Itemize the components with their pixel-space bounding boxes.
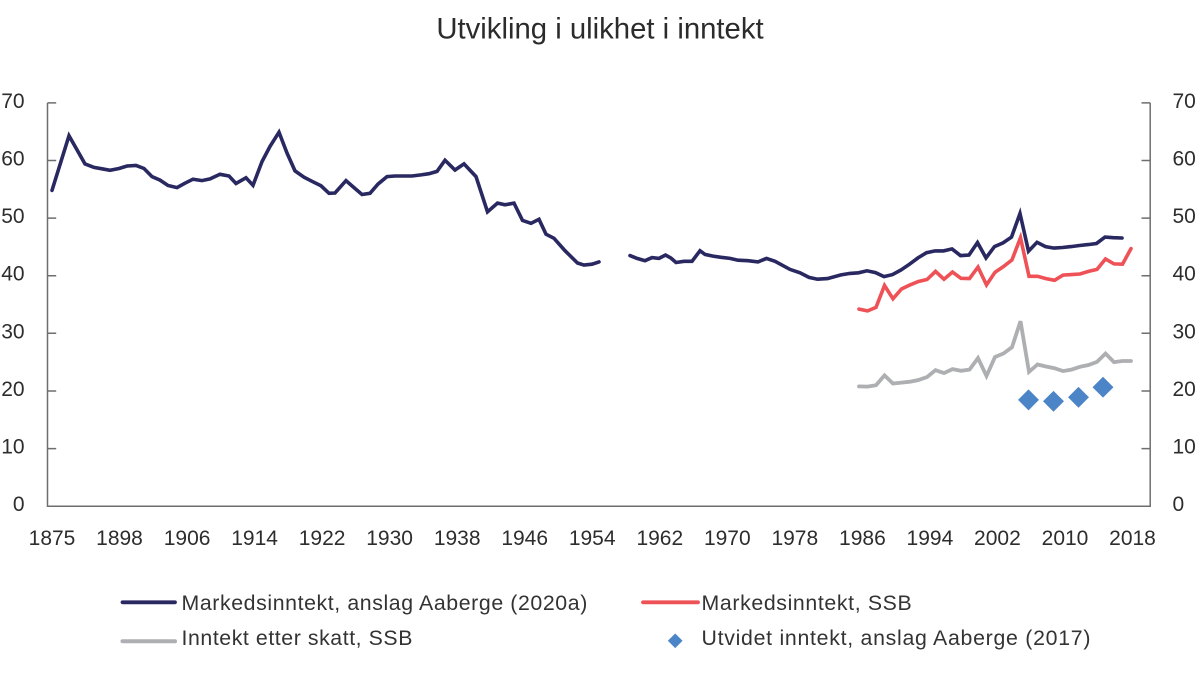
svg-text:70: 70: [1173, 90, 1196, 113]
svg-text:60: 60: [1, 148, 24, 171]
svg-text:Inntekt etter skatt, SSB: Inntekt etter skatt, SSB: [182, 626, 413, 650]
svg-text:1978: 1978: [771, 527, 818, 550]
svg-text:30: 30: [1173, 320, 1196, 343]
svg-text:40: 40: [1173, 263, 1196, 286]
svg-text:10: 10: [1173, 436, 1196, 459]
svg-text:50: 50: [1, 205, 24, 228]
svg-text:1914: 1914: [231, 527, 278, 550]
svg-text:Markedsinntekt, SSB: Markedsinntekt, SSB: [702, 591, 913, 615]
svg-text:1970: 1970: [704, 527, 751, 550]
svg-text:1898: 1898: [96, 527, 143, 550]
svg-text:40: 40: [1, 263, 24, 286]
svg-text:2018: 2018: [1109, 527, 1156, 550]
svg-text:20: 20: [1173, 378, 1196, 401]
svg-text:1962: 1962: [636, 527, 683, 550]
svg-text:0: 0: [1173, 493, 1185, 516]
svg-text:Utvikling i ulikhet i inntekt: Utvikling i ulikhet i inntekt: [436, 12, 763, 45]
svg-text:Markedsinntekt, anslag Aaberge: Markedsinntekt, anslag Aaberge (2020a): [182, 591, 588, 615]
svg-text:50: 50: [1173, 205, 1196, 228]
svg-text:1994: 1994: [907, 527, 954, 550]
svg-text:2002: 2002: [974, 527, 1021, 550]
svg-text:30: 30: [1, 320, 24, 343]
svg-text:Utvidet inntekt, anslag Aaberg: Utvidet inntekt, anslag Aaberge (2017): [702, 626, 1092, 650]
svg-text:1946: 1946: [501, 527, 548, 550]
svg-text:1938: 1938: [434, 527, 481, 550]
svg-text:1875: 1875: [29, 527, 76, 550]
svg-text:60: 60: [1173, 148, 1196, 171]
svg-text:1906: 1906: [164, 527, 211, 550]
svg-text:1954: 1954: [569, 527, 616, 550]
svg-text:1930: 1930: [366, 527, 413, 550]
svg-text:0: 0: [13, 493, 25, 516]
svg-text:2010: 2010: [1042, 527, 1089, 550]
svg-text:1986: 1986: [839, 527, 886, 550]
svg-text:1922: 1922: [299, 527, 346, 550]
svg-text:20: 20: [1, 378, 24, 401]
svg-text:10: 10: [1, 436, 24, 459]
svg-text:70: 70: [1, 90, 24, 113]
